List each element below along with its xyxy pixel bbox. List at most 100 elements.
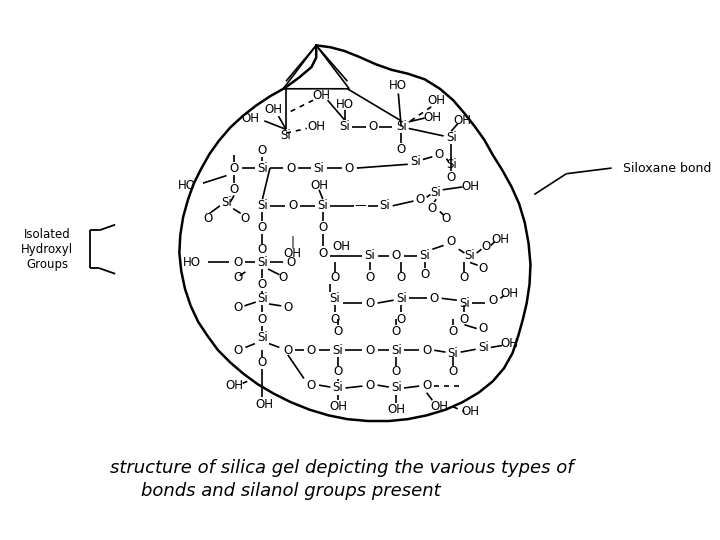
Text: O: O <box>318 221 328 234</box>
Text: O: O <box>368 120 377 133</box>
Text: O: O <box>307 344 316 357</box>
Text: O: O <box>420 268 429 281</box>
Text: OH: OH <box>491 233 509 246</box>
Text: O: O <box>434 148 444 161</box>
Text: OH: OH <box>423 111 441 124</box>
Text: O: O <box>203 212 212 225</box>
Text: O: O <box>258 221 267 234</box>
Text: Si: Si <box>419 249 430 262</box>
Text: O: O <box>286 256 295 269</box>
Text: Si: Si <box>257 256 268 269</box>
Text: —: — <box>355 199 366 212</box>
Text: Si: Si <box>281 130 292 143</box>
Text: Si: Si <box>330 292 341 305</box>
Text: O: O <box>258 313 267 326</box>
Text: O: O <box>258 356 267 369</box>
Text: O: O <box>286 161 295 174</box>
Text: Si: Si <box>257 292 268 305</box>
Text: O: O <box>415 193 425 206</box>
Text: O: O <box>449 325 458 338</box>
Text: Si: Si <box>446 158 456 171</box>
Text: O: O <box>479 261 488 275</box>
Text: OH: OH <box>461 405 479 418</box>
Text: O: O <box>365 344 374 357</box>
Text: OH: OH <box>387 403 405 416</box>
Text: O: O <box>333 366 343 379</box>
Text: O: O <box>392 366 401 379</box>
Text: Si: Si <box>459 296 469 309</box>
Text: O: O <box>230 161 239 174</box>
Text: O: O <box>233 344 243 357</box>
Text: OH: OH <box>500 287 518 300</box>
Text: Si: Si <box>221 195 232 208</box>
Text: O: O <box>430 292 438 305</box>
Text: OH: OH <box>241 112 259 125</box>
Text: O: O <box>233 301 243 314</box>
Text: O: O <box>258 243 267 256</box>
Text: O: O <box>307 379 316 392</box>
Text: Si: Si <box>431 186 441 199</box>
Text: Si: Si <box>333 344 343 357</box>
Text: O: O <box>488 294 498 307</box>
Text: |: | <box>291 235 294 248</box>
Text: Si: Si <box>478 341 489 354</box>
Text: OH: OH <box>312 89 330 102</box>
Text: Isolated
Hydroxyl
Groups: Isolated Hydroxyl Groups <box>21 228 73 271</box>
Text: O: O <box>392 249 401 262</box>
Text: O: O <box>479 322 488 335</box>
Text: O: O <box>283 344 292 357</box>
Text: Si: Si <box>339 120 350 133</box>
Text: O: O <box>258 278 267 291</box>
Text: O: O <box>397 271 406 284</box>
Text: OH: OH <box>310 179 328 192</box>
Text: O: O <box>345 161 354 174</box>
Text: O: O <box>365 271 374 284</box>
Text: OH: OH <box>256 397 274 410</box>
Text: O: O <box>449 366 458 379</box>
Text: OH: OH <box>454 114 472 127</box>
Text: Si: Si <box>448 347 459 360</box>
Text: OH: OH <box>333 240 351 253</box>
Text: HO: HO <box>336 98 354 111</box>
Text: OH: OH <box>329 400 347 413</box>
Text: Si: Si <box>379 199 390 212</box>
Text: OH: OH <box>225 379 243 392</box>
Text: O: O <box>233 271 243 284</box>
Text: O: O <box>258 144 267 157</box>
Text: O: O <box>397 143 406 156</box>
Text: OH: OH <box>307 120 325 133</box>
Text: O: O <box>392 325 401 338</box>
Text: O: O <box>428 202 437 215</box>
Text: OH: OH <box>461 180 479 193</box>
Text: Si: Si <box>391 344 402 357</box>
Text: Si: Si <box>364 249 375 262</box>
Text: O: O <box>460 313 469 326</box>
Text: Si: Si <box>396 292 407 305</box>
Text: Si: Si <box>314 161 325 174</box>
Text: HO: HO <box>179 179 197 192</box>
Text: Si: Si <box>396 120 407 133</box>
Text: Si: Si <box>318 199 328 212</box>
Text: OH: OH <box>430 400 448 413</box>
Text: OH: OH <box>500 337 518 350</box>
Text: O: O <box>460 271 469 284</box>
Text: Si: Si <box>410 155 420 168</box>
Text: OH: OH <box>284 246 302 260</box>
Text: Si: Si <box>464 249 475 262</box>
Text: O: O <box>441 212 450 225</box>
Text: Si: Si <box>257 161 268 174</box>
Text: O: O <box>365 379 374 392</box>
Text: HO: HO <box>183 256 201 269</box>
Text: O: O <box>422 379 431 392</box>
Text: structure of silica gel depicting the various types of: structure of silica gel depicting the va… <box>110 459 574 477</box>
Text: Si: Si <box>391 381 402 395</box>
Text: OH: OH <box>265 103 283 116</box>
Text: Si: Si <box>446 131 456 144</box>
Text: Siloxane bond: Siloxane bond <box>623 161 711 174</box>
Text: O: O <box>279 271 288 284</box>
Text: O: O <box>318 246 328 260</box>
Text: O: O <box>333 325 343 338</box>
Text: O: O <box>482 240 491 253</box>
Text: bonds and silanol groups present: bonds and silanol groups present <box>141 482 441 500</box>
Text: O: O <box>397 313 406 326</box>
